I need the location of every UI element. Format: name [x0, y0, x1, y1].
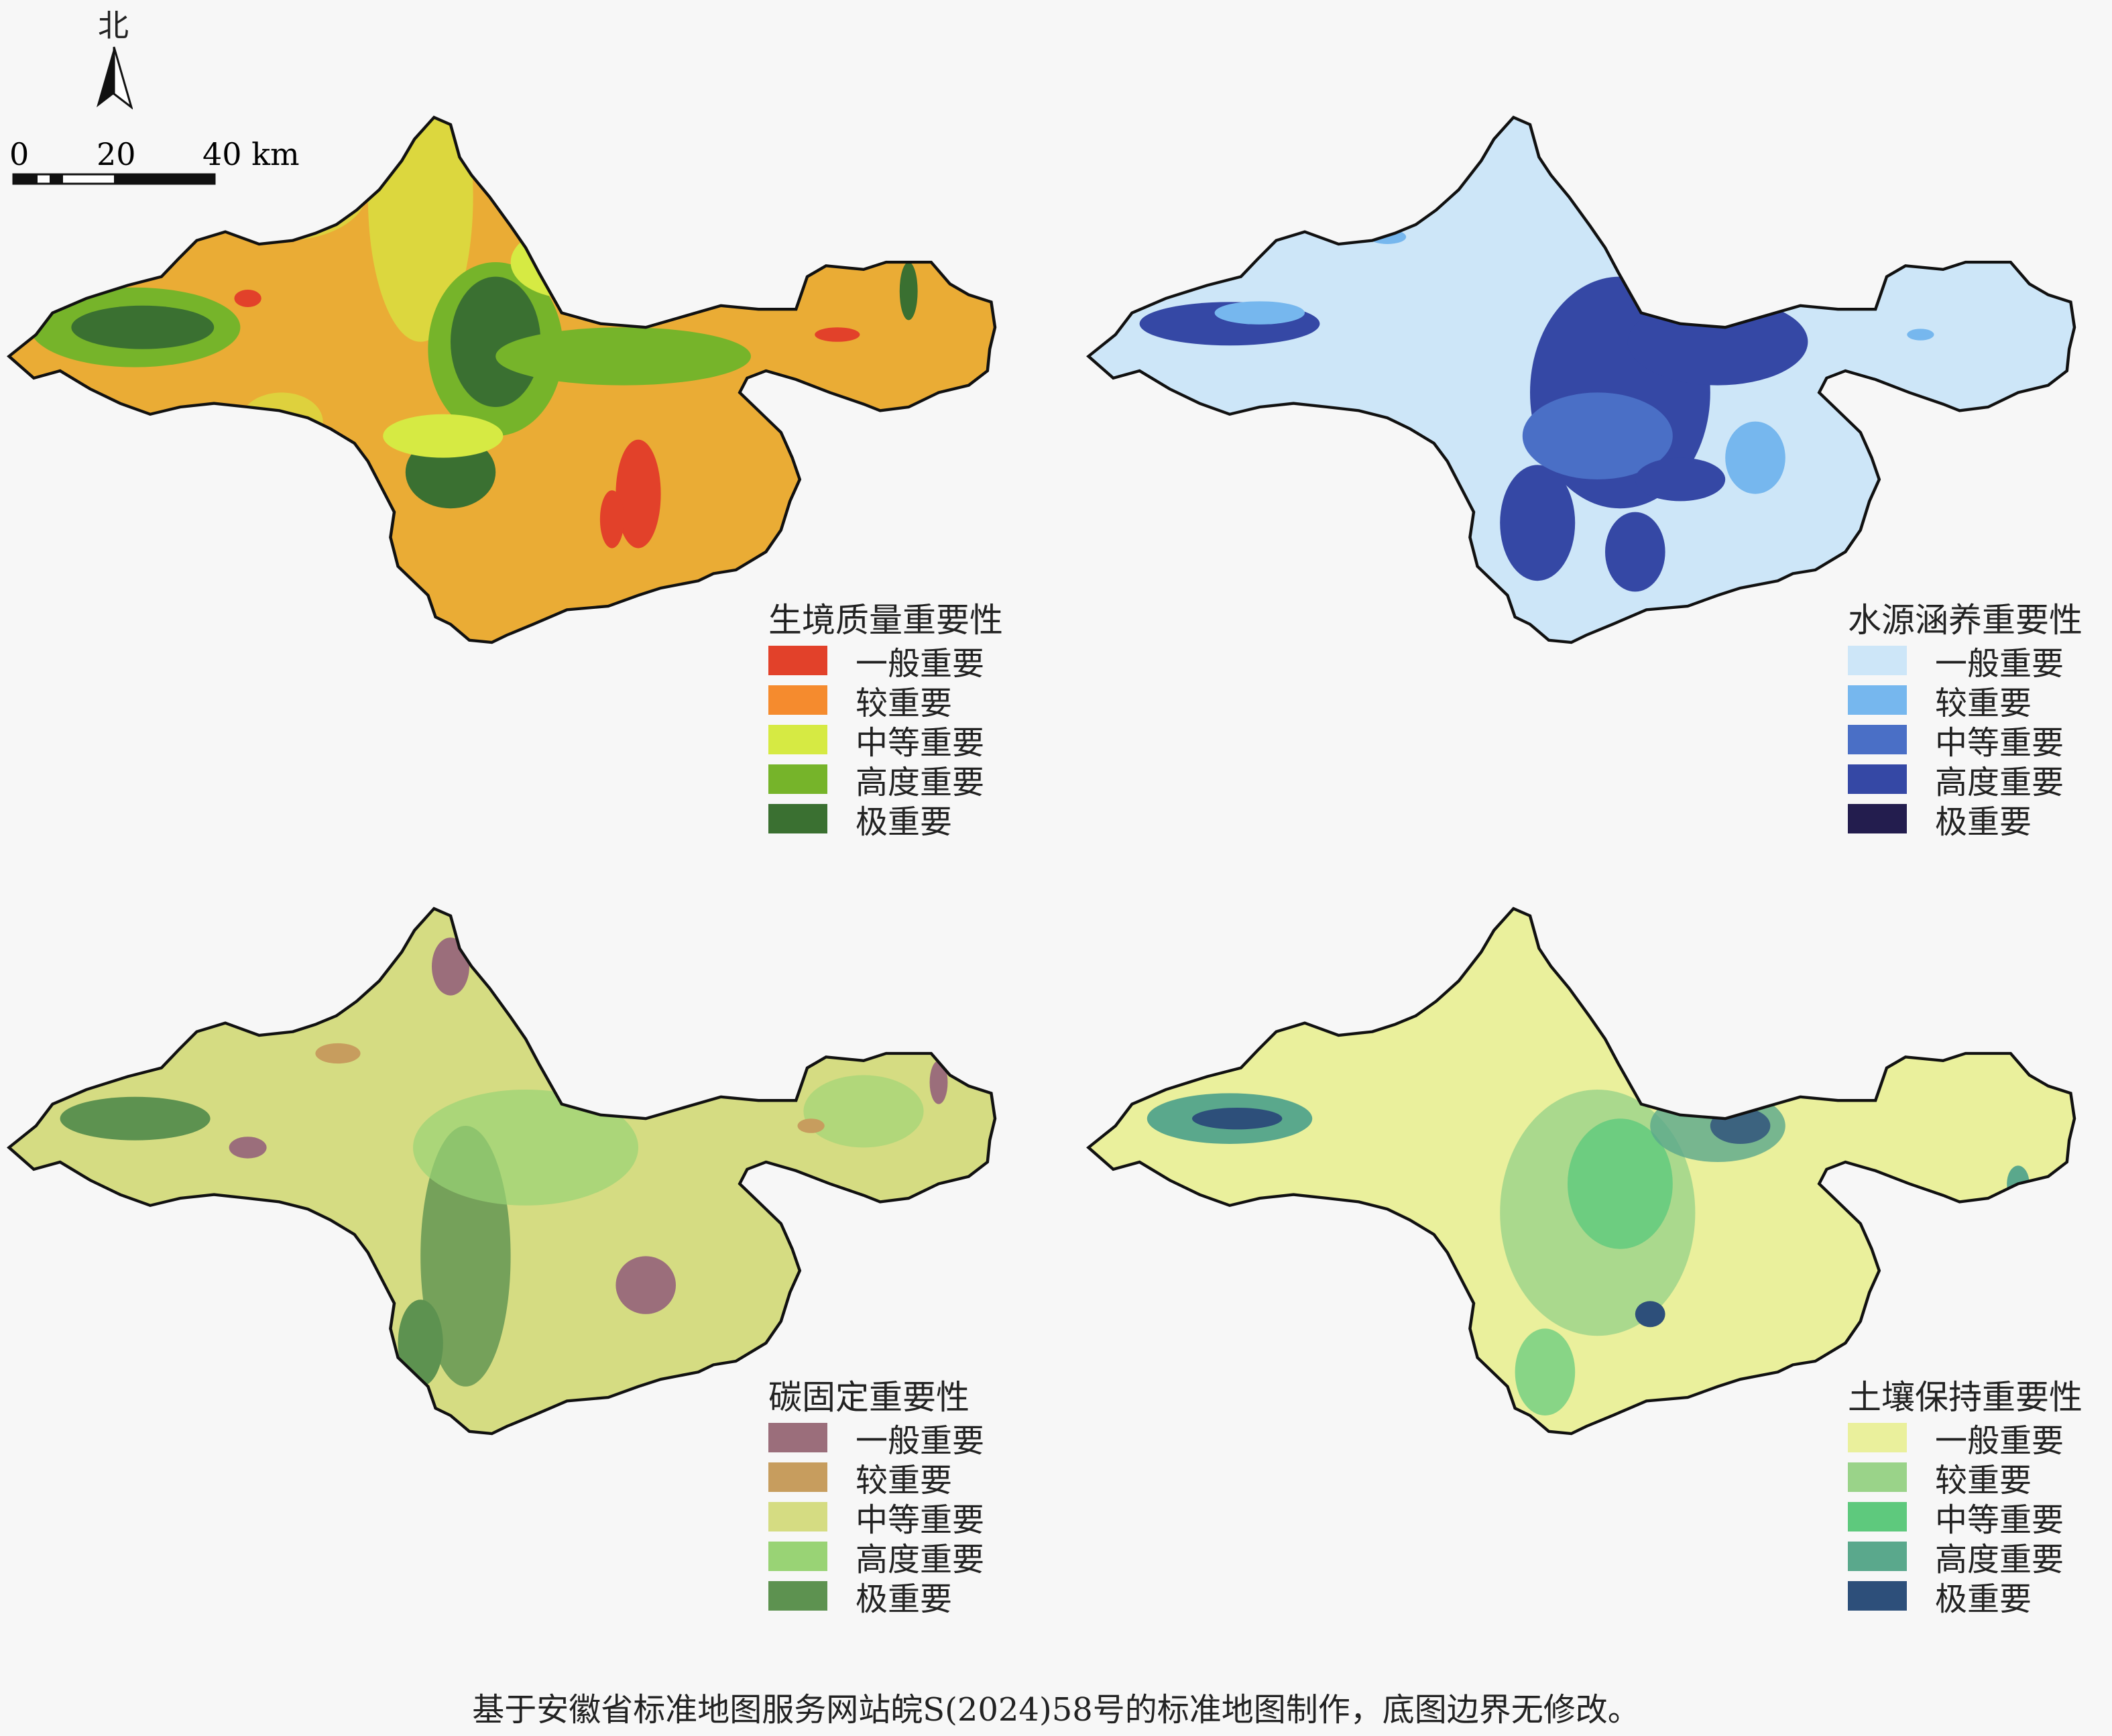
scale-tick-20: 20 [97, 136, 136, 172]
scale-tick-0: 0 [9, 136, 29, 172]
legend-swatch [1848, 1580, 1907, 1611]
legend-label: 极重要 [856, 1580, 953, 1618]
legend-label: 一般重要 [1935, 1422, 2064, 1460]
legend-swatch [1848, 724, 1907, 754]
legend-item: 极重要 [1848, 1576, 2082, 1618]
legend-label: 较重要 [856, 1461, 953, 1499]
legend-label: 高度重要 [856, 1540, 985, 1578]
legend-swatch [768, 1541, 827, 1571]
soil-map [1059, 899, 2112, 1676]
legend-label: 极重要 [1935, 803, 2032, 841]
legend-title: 碳固定重要性 [768, 1378, 970, 1417]
legend-swatch [1848, 1462, 1907, 1492]
legend-water: 水源涵养重要性 一般重要 较重要 中等重要 高度重要 极重要 [1848, 600, 2082, 841]
legend-swatch [768, 1422, 827, 1452]
legend-label: 一般重要 [856, 644, 985, 683]
legend-label: 一般重要 [856, 1422, 985, 1460]
legend-label: 中等重要 [856, 1501, 985, 1539]
legend-label: 中等重要 [1935, 1501, 2064, 1539]
legend-swatch [768, 803, 827, 833]
legend-swatch [768, 764, 827, 794]
legend-swatch [1848, 645, 1907, 675]
legend-label: 较重要 [1935, 684, 2032, 722]
legend-swatch [1848, 1422, 1907, 1452]
map-panel-habitat: 生境质量重要性 一般重要 较重要 中等重要 高度重要 极重要 [0, 0, 1046, 878]
legend-label: 一般重要 [1935, 644, 2064, 683]
legend-swatch [1848, 803, 1907, 833]
legend-swatch [1848, 764, 1907, 794]
legend-item: 较重要 [1848, 680, 2082, 722]
legend-soil: 土壤保持重要性 一般重要 较重要 中等重要 高度重要 极重要 [1848, 1377, 2082, 1618]
legend-item: 较重要 [768, 1457, 984, 1499]
legend-item: 一般重要 [768, 1417, 984, 1460]
legend-label: 高度重要 [1935, 1540, 2064, 1578]
legend-item: 较重要 [1848, 1457, 2082, 1499]
legend-item: 高度重要 [768, 1536, 984, 1578]
legend-item: 中等重要 [768, 719, 1003, 762]
legend-label: 中等重要 [1935, 724, 2064, 762]
legend-swatch [768, 1580, 827, 1611]
legend-carbon: 碳固定重要性 一般重要 较重要 中等重要 高度重要 极重要 [768, 1377, 984, 1618]
legend-title: 生境质量重要性 [768, 601, 1003, 640]
legend-label: 高度重要 [1935, 763, 2064, 801]
north-arrow-icon [97, 46, 133, 110]
scale-tick-40: 40 km [202, 136, 300, 172]
carbon-map [0, 899, 1046, 1676]
map-panel-water: 水源涵养重要性 一般重要 较重要 中等重要 高度重要 极重要 [1059, 0, 2112, 878]
legend-title: 土壤保持重要性 [1848, 1378, 2082, 1417]
legend-item: 一般重要 [1848, 1417, 2082, 1460]
legend-habitat: 生境质量重要性 一般重要 较重要 中等重要 高度重要 极重要 [768, 600, 1003, 841]
habitat-map [0, 0, 1046, 878]
map-panel-carbon: 碳固定重要性 一般重要 较重要 中等重要 高度重要 极重要 [0, 899, 1046, 1676]
legend-swatch [768, 685, 827, 715]
legend-item: 中等重要 [1848, 1497, 2082, 1539]
legend-item: 一般重要 [1848, 640, 2082, 683]
legend-swatch [1848, 1501, 1907, 1531]
legend-swatch [768, 645, 827, 675]
legend-item: 高度重要 [1848, 1536, 2082, 1578]
legend-item: 高度重要 [1848, 759, 2082, 801]
legend-item: 极重要 [1848, 799, 2082, 841]
legend-item: 极重要 [768, 799, 1003, 841]
legend-label: 较重要 [856, 684, 953, 722]
legend-item: 一般重要 [768, 640, 1003, 683]
legend-label: 中等重要 [856, 724, 985, 762]
legend-swatch [1848, 1541, 1907, 1571]
water-map [1059, 0, 2112, 878]
legend-swatch [768, 1501, 827, 1531]
legend-item: 中等重要 [768, 1497, 984, 1539]
legend-swatch [1848, 685, 1907, 715]
map-panel-soil: 土壤保持重要性 一般重要 较重要 中等重要 高度重要 极重要 [1059, 899, 2112, 1676]
legend-title: 水源涵养重要性 [1848, 601, 2082, 640]
legend-item: 极重要 [768, 1576, 984, 1618]
legend-swatch [768, 724, 827, 754]
scale-bar: 0 20 40 km [9, 136, 300, 185]
legend-label: 高度重要 [856, 763, 985, 801]
legend-item: 中等重要 [1848, 719, 2082, 762]
legend-item: 高度重要 [768, 759, 1003, 801]
map-source-note: 基于安徽省标准地图服务网站皖S(2024)58号的标准地图制作，底图边界无修改。 [472, 1691, 1640, 1729]
north-label: 北 [98, 7, 129, 44]
legend-swatch [768, 1462, 827, 1492]
legend-label: 较重要 [1935, 1461, 2032, 1499]
legend-label: 极重要 [1935, 1580, 2032, 1618]
legend-label: 极重要 [856, 803, 953, 841]
legend-item: 较重要 [768, 680, 1003, 722]
